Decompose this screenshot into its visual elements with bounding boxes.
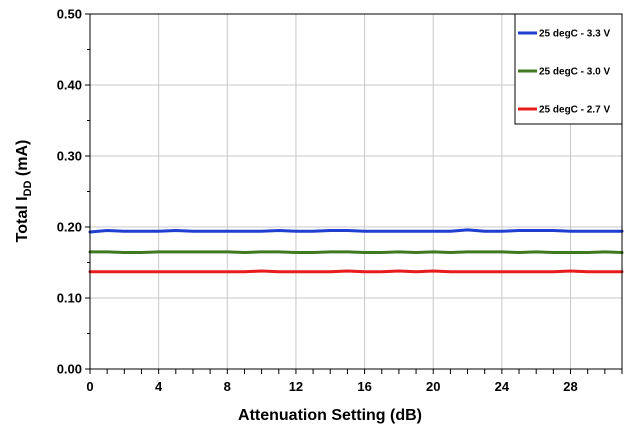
x-tick-label: 8 [224,379,231,394]
legend-label: 25 degC - 3.3 V [539,29,610,40]
series-lines [88,228,624,274]
x-tick-label: 16 [357,379,371,394]
y-tick-label: 0.40 [57,78,82,93]
x-tick-label: 20 [426,379,440,394]
y-tick-label: 0.00 [57,362,82,377]
series-line [88,228,624,234]
legend-label: 25 degC - 2.7 V [539,105,610,116]
axes: 0 4 8 12 16 20 24 28 0.00 0.10 0.20 0.30 0.40 0.50 [57,7,623,394]
y-axis-title-subscript: DD [22,180,34,196]
legend: 25 degC - 3.3 V 25 degC - 3.0 V 25 degC - … [514,13,623,125]
y-axis-title-suffix: (mA) [14,140,31,181]
y-tick-label: 0.30 [57,149,82,164]
y-tick-label: 0.10 [57,291,82,306]
legend-label: 25 degC - 3.0 V [539,67,610,78]
series-line [88,250,624,255]
x-tick-label: 0 [86,379,93,394]
series-line [88,269,624,274]
x-axis-title: Attenuation Setting (dB) [238,407,422,424]
y-tick-label: 0.50 [57,7,82,22]
x-tick-label: 28 [563,379,577,394]
x-tick-label: 12 [289,379,303,394]
y-axis-title-prefix: Total I [14,196,31,242]
y-axis-title: Total IDD (mA) [14,140,34,243]
x-tick-label: 4 [155,379,163,394]
x-tick-label: 24 [495,379,510,394]
y-tick-label: 0.20 [57,220,82,235]
